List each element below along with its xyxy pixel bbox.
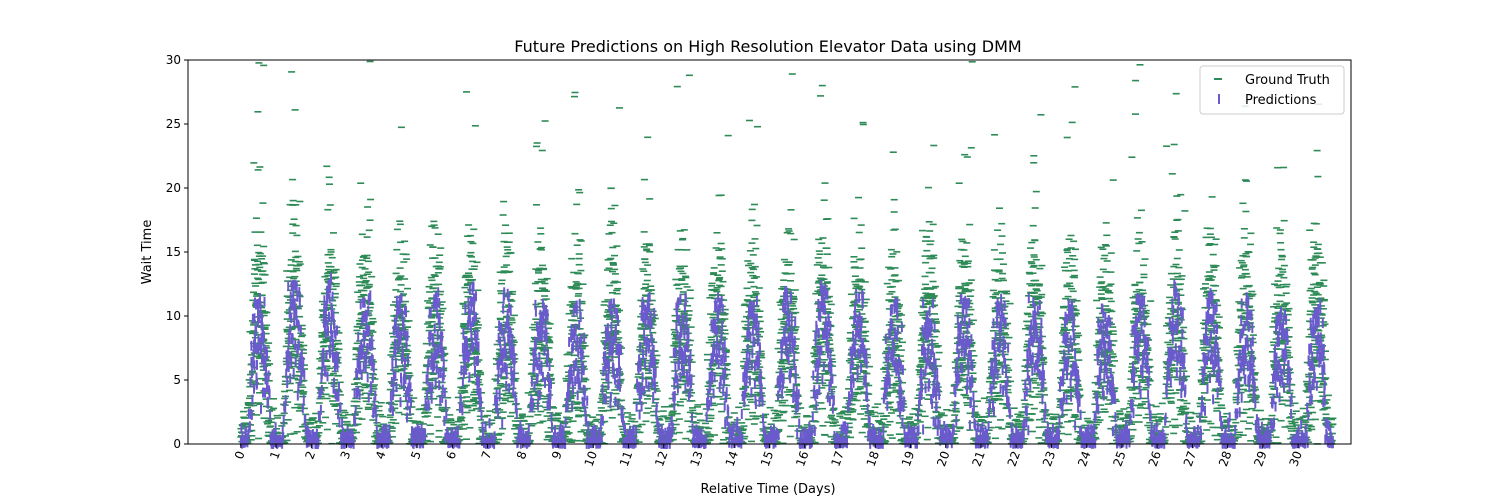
scatter-layer <box>237 62 1336 450</box>
